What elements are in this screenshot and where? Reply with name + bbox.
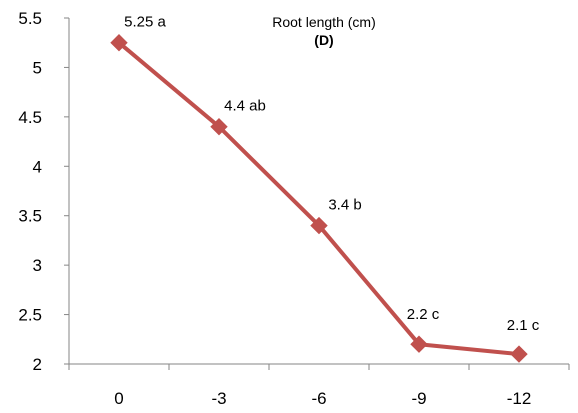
data-label: 2.1 c xyxy=(507,317,540,334)
axes xyxy=(68,18,569,365)
data-point xyxy=(510,345,528,363)
x-tick-label: -9 xyxy=(411,389,426,408)
y-tick-label: 5.5 xyxy=(18,9,42,28)
data-label: 2.2 c xyxy=(407,306,440,323)
series-line xyxy=(117,40,521,357)
data-point xyxy=(310,216,328,235)
data-point xyxy=(110,33,128,52)
y-tick-label: 4.5 xyxy=(18,108,42,127)
x-tick-label: -6 xyxy=(311,389,326,408)
data-labels: 5.25 a 4.4 ab 3.4 b 2.2 c 2.1 c xyxy=(124,14,540,334)
data-label: 5.25 a xyxy=(124,14,166,31)
series-layer xyxy=(110,33,528,363)
y-tick-label: 3.5 xyxy=(18,207,42,226)
x-axis-ticks: 0 -3 -6 -9 -12 xyxy=(68,364,570,408)
y-axis-ticks: 2 2.5 3 3.5 4 4.5 5 5.5 xyxy=(18,9,69,374)
data-label: 3.4 b xyxy=(328,197,361,214)
y-tick-label: 4 xyxy=(33,157,42,176)
y-tick-label: 2.5 xyxy=(18,306,42,325)
data-label: 4.4 ab xyxy=(224,98,266,115)
x-tick-label: 0 xyxy=(114,389,123,408)
x-tick-label: -12 xyxy=(507,389,532,408)
title-group: Root length (cm) (D) xyxy=(272,14,375,48)
y-tick-label: 5 xyxy=(33,58,42,77)
data-point xyxy=(410,335,428,353)
chart-subtitle: (D) xyxy=(314,32,333,48)
chart-title: Root length (cm) xyxy=(272,14,375,30)
y-tick-label: 2 xyxy=(33,355,42,374)
y-tick-label: 3 xyxy=(33,256,42,275)
x-tick-label: -3 xyxy=(211,389,226,408)
data-point xyxy=(210,117,228,136)
